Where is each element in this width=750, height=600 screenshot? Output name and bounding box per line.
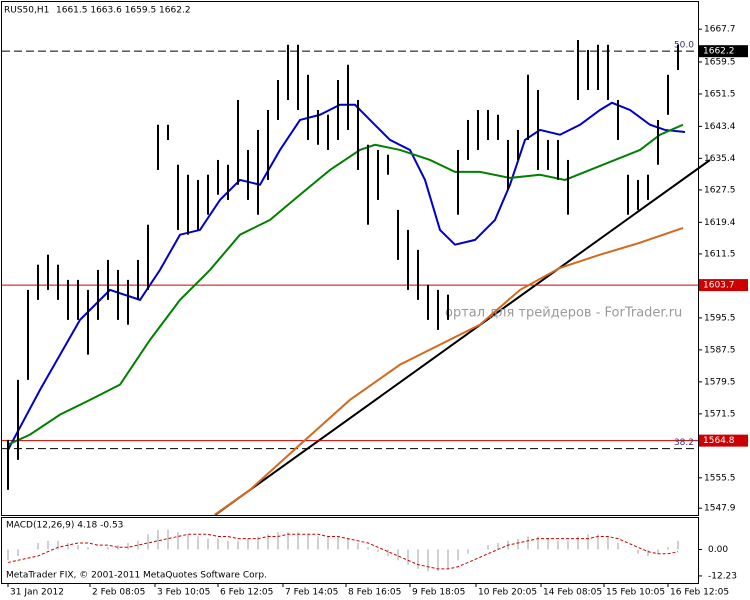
- copyright: MetaTrader FIX, © 2001-2011 MetaQuotes S…: [6, 571, 267, 581]
- price-label-box: [699, 45, 748, 58]
- main-panel-frame: [1, 1, 699, 516]
- price-label: 1662.2: [703, 47, 735, 57]
- quote: 1661.5 1663.6 1659.5 1662.2: [56, 6, 191, 16]
- y-tick-label: 1659.5: [704, 57, 736, 67]
- y-tick-label: 1619.4: [704, 218, 736, 228]
- y-tick-label: 1611.5: [704, 249, 736, 259]
- x-tick-label: 9 Feb 18:05: [412, 588, 465, 598]
- x-tick-label: 10 Feb 20:05: [478, 588, 537, 598]
- moving-average: [7, 101, 686, 451]
- price-label: 1603.7: [703, 281, 735, 291]
- macd-y-tick-label: 0.00: [708, 545, 728, 555]
- x-tick-label: 7 Feb 14:05: [285, 588, 338, 598]
- y-tick-label: 1627.5: [704, 185, 736, 195]
- x-tick-label: 8 Feb 16:05: [348, 588, 401, 598]
- x-tick-label: 2 Feb 08:05: [92, 588, 145, 598]
- x-tick-label: 6 Feb 12:05: [220, 588, 273, 598]
- price-label-box: [699, 434, 748, 447]
- watermark: ортал для трейдеров - ForTrader.ru: [445, 306, 682, 321]
- price-label: 1564.8: [703, 436, 735, 446]
- x-tick-label: 16 Feb 12:05: [670, 588, 729, 598]
- y-tick-label: 1579.5: [704, 377, 736, 387]
- level-text: 50.0: [674, 41, 694, 51]
- y-tick-label: 1667.7: [704, 25, 736, 35]
- price-label-box: [699, 279, 748, 292]
- trend-line: [214, 159, 711, 516]
- y-tick-label: 1635.4: [704, 154, 736, 164]
- chart-title: RUS50,H1: [4, 6, 49, 16]
- y-tick-label: 1587.5: [704, 345, 736, 355]
- y-tick-label: 1555.5: [704, 473, 736, 483]
- macd-y-tick-label: -12.23: [708, 571, 737, 581]
- x-tick-label: 31 Jan 2012: [10, 588, 64, 598]
- x-tick-label: 14 Feb 08:05: [543, 588, 602, 598]
- y-tick-label: 1643.4: [704, 122, 736, 132]
- macd-panel-frame: [1, 517, 699, 584]
- y-tick-label: 1571.5: [704, 409, 736, 419]
- y-tick-label: 1595.5: [704, 313, 736, 323]
- moving-average: [214, 226, 684, 516]
- macd-title: MACD(12,26,9) 4.18 -0.53: [6, 521, 123, 531]
- level-text: 38.2: [674, 438, 694, 448]
- x-tick-label: 3 Feb 10:05: [157, 588, 210, 598]
- macd-signal: [7, 533, 679, 570]
- y-tick-label: 1651.5: [704, 89, 736, 99]
- y-tick-label: 1547.9: [704, 504, 736, 514]
- x-tick-label: 15 Feb 10:05: [606, 588, 665, 598]
